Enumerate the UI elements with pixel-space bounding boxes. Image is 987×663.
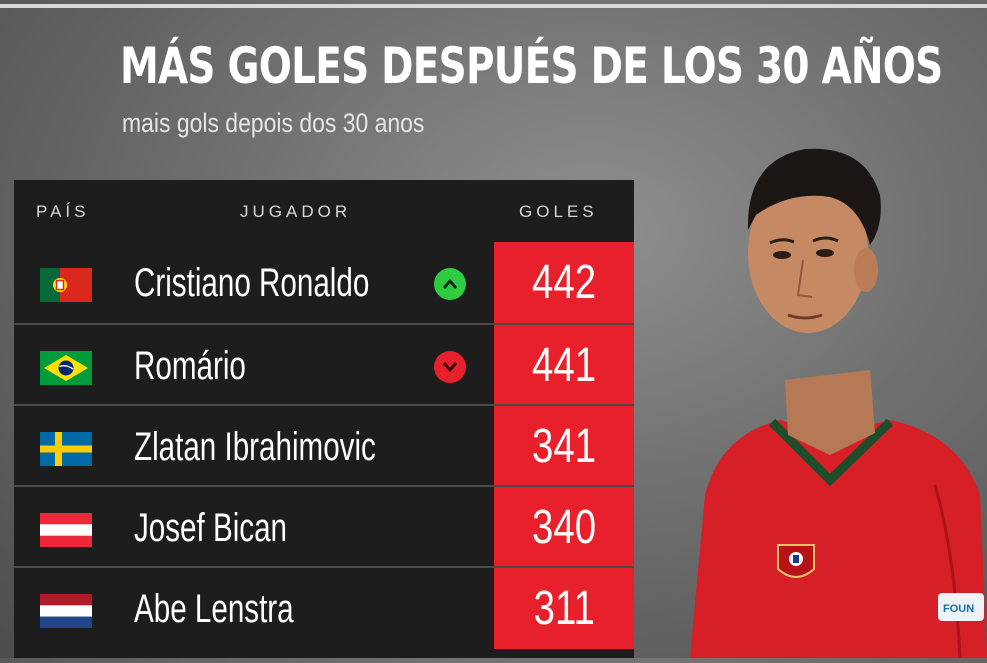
player-photo: FOUN [680, 135, 987, 659]
goals-cell: 442 [494, 242, 634, 323]
header-player: JUGADOR [240, 202, 352, 221]
top-divider [0, 4, 987, 8]
austria-flag [40, 513, 92, 547]
table-row: Josef Bican 340 [14, 485, 634, 568]
goals-value: 341 [531, 420, 597, 473]
brazil-flag [40, 351, 92, 385]
player-name: Romário [134, 344, 246, 388]
player-name: Josef Bican [134, 506, 288, 550]
trend-down-icon [434, 351, 466, 383]
page-subtitle: mais gols depois dos 30 anos [122, 108, 425, 138]
table-row: Cristiano Ronaldo 442 [14, 242, 634, 323]
table-header: PAÍS JUGADOR GOLES [14, 180, 634, 242]
netherlands-flag [40, 594, 92, 628]
player-name: Cristiano Ronaldo [134, 261, 370, 305]
portugal-flag [40, 268, 92, 302]
svg-text:FOUN: FOUN [943, 603, 974, 615]
ranking-table: PAÍS JUGADOR GOLES Cristiano Ronaldo 442 [14, 180, 634, 658]
player-name: Abe Lenstra [134, 587, 294, 631]
goals-cell: 311 [494, 568, 634, 649]
goals-value: 340 [531, 501, 597, 554]
goals-cell: 340 [494, 487, 634, 568]
goals-value: 442 [531, 256, 597, 309]
table-row: Abe Lenstra 311 [14, 566, 634, 649]
goals-cell: 341 [494, 406, 634, 487]
sweden-flag [40, 432, 92, 466]
trend-up-icon [434, 268, 466, 300]
goals-cell: 441 [494, 325, 634, 406]
table-row: Romário 441 [14, 323, 634, 406]
page-title: MÁS GOLES DESPUÉS DE LOS 30 AÑOS [120, 37, 943, 95]
table-row: Zlatan Ibrahimovic 341 [14, 404, 634, 487]
header-goals: GOLES [519, 202, 598, 221]
player-name: Zlatan Ibrahimovic [134, 425, 376, 469]
header-country: PAÍS [36, 202, 90, 221]
goals-value: 311 [533, 582, 595, 635]
goals-value: 441 [531, 339, 597, 392]
